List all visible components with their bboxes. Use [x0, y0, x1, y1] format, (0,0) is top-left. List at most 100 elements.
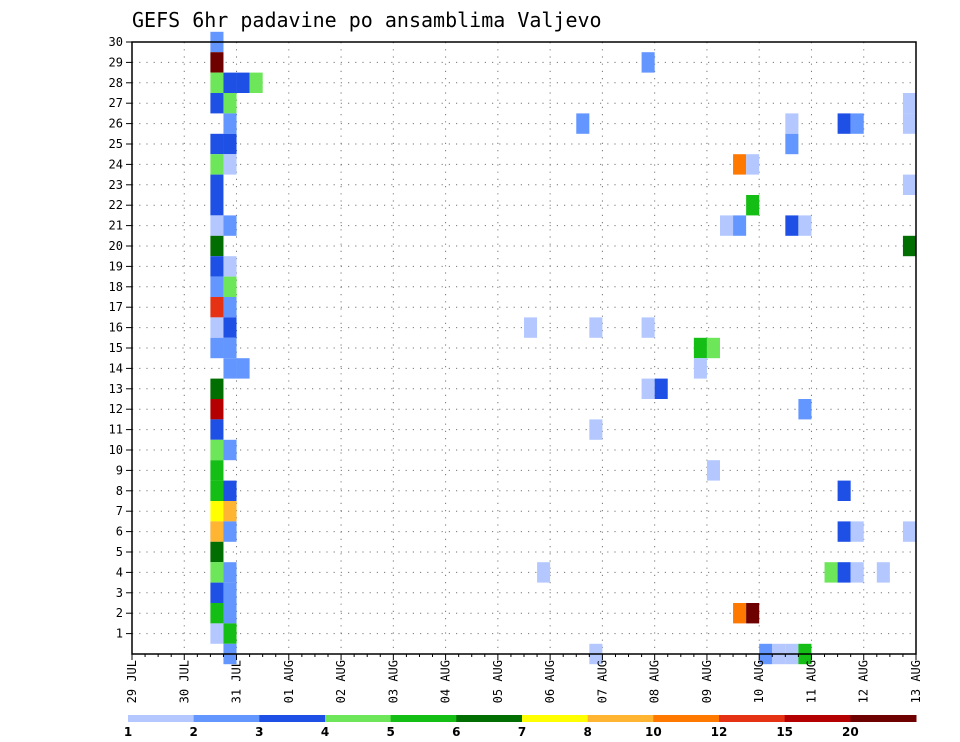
colorbar-swatch — [259, 715, 326, 722]
precip-cell — [210, 317, 224, 338]
precip-cell — [654, 378, 668, 399]
x-tick-label: 08 AUG — [648, 660, 662, 703]
precip-cell — [210, 623, 224, 644]
precip-cell — [223, 521, 237, 542]
x-tick-label: 30 JUL — [177, 660, 191, 703]
precip-cell — [837, 480, 851, 501]
precip-cell — [641, 52, 655, 73]
precip-cell — [785, 113, 799, 134]
precip-cell — [210, 174, 224, 195]
precip-cell — [223, 480, 237, 501]
colorbar-label: 3 — [255, 725, 263, 739]
y-tick-label: 4 — [116, 565, 123, 579]
precip-cell — [902, 174, 916, 195]
precip-cell — [902, 235, 916, 257]
y-tick-label: 21 — [109, 219, 123, 233]
y-tick-label: 16 — [109, 321, 123, 335]
y-axis: 1234567891011121314151617181920212223242… — [109, 35, 132, 641]
precip-cell — [524, 317, 538, 338]
precip-cell — [210, 501, 224, 522]
precip-cell — [223, 501, 237, 522]
colorbar-label: 2 — [189, 725, 197, 739]
precip-cell — [902, 93, 916, 114]
y-tick-label: 17 — [109, 300, 123, 314]
precip-cell — [746, 603, 760, 624]
precip-cell — [693, 337, 707, 359]
precip-cell — [210, 460, 224, 481]
y-tick-label: 3 — [116, 586, 123, 600]
precip-cell — [210, 133, 224, 155]
x-tick-label: 06 AUG — [543, 660, 557, 703]
x-tick-label: 04 AUG — [439, 660, 453, 703]
x-tick-label: 13 AUG — [909, 660, 923, 703]
precip-cell — [733, 603, 747, 624]
colorbar-swatch — [784, 715, 851, 722]
precip-cell — [223, 439, 237, 461]
precip-cell — [902, 521, 916, 542]
precip-cell — [210, 72, 224, 93]
y-tick-label: 19 — [109, 259, 123, 273]
colorbar-swatch — [850, 715, 917, 722]
precip-cell — [537, 562, 551, 583]
y-tick-label: 15 — [109, 341, 123, 355]
y-tick-label: 6 — [116, 525, 123, 539]
precip-cell — [249, 72, 263, 93]
precip-cell — [837, 521, 851, 542]
y-tick-label: 11 — [109, 423, 123, 437]
colorbar-label: 20 — [842, 725, 859, 739]
precip-cell — [733, 154, 747, 175]
precip-cell — [223, 276, 237, 297]
plot-frame — [131, 41, 917, 655]
precip-cell — [223, 337, 237, 359]
precip-cell — [223, 133, 237, 155]
colorbar-swatch — [456, 715, 523, 722]
precip-cell — [223, 297, 237, 318]
y-tick-label: 12 — [109, 402, 123, 416]
precip-cell — [210, 256, 224, 277]
grid-lines — [132, 41, 916, 654]
precip-cell — [210, 276, 224, 297]
precip-cell — [837, 113, 851, 134]
y-tick-label: 2 — [116, 606, 123, 620]
precip-cell — [693, 358, 707, 379]
x-tick-label: 10 AUG — [752, 660, 766, 703]
y-tick-label: 9 — [116, 463, 123, 477]
y-tick-label: 14 — [109, 361, 123, 375]
precip-cell — [902, 113, 916, 134]
precip-cell — [210, 195, 224, 216]
colorbar-label: 6 — [452, 725, 460, 739]
y-tick-label: 24 — [109, 157, 123, 171]
precip-cell — [210, 154, 224, 175]
precip-cell — [210, 93, 224, 114]
x-tick-label: 29 JUL — [125, 660, 139, 703]
precip-cell — [850, 521, 864, 542]
precip-cell — [210, 562, 224, 583]
precip-cell — [210, 297, 224, 318]
x-tick-label: 03 AUG — [386, 660, 400, 703]
precip-cell — [210, 480, 224, 501]
precip-cell — [706, 337, 720, 359]
y-tick-label: 30 — [109, 35, 123, 49]
y-tick-label: 20 — [109, 239, 123, 253]
precip-cell — [876, 562, 890, 583]
x-tick-label: 09 AUG — [700, 660, 714, 703]
colorbar-label: 12 — [711, 725, 728, 739]
precip-cell — [798, 215, 812, 236]
precip-cell — [746, 195, 760, 216]
y-tick-label: 18 — [109, 280, 123, 294]
colorbar-label: 15 — [776, 725, 793, 739]
x-tick-label: 12 AUG — [857, 660, 871, 703]
precip-cell — [576, 113, 590, 134]
precip-cell — [850, 113, 864, 134]
precip-cell — [733, 215, 747, 236]
precip-cell — [210, 419, 224, 440]
precip-cell — [223, 113, 237, 134]
precip-cell — [720, 215, 734, 236]
colorbar-swatch — [193, 715, 260, 722]
y-tick-label: 26 — [109, 117, 123, 131]
precip-cell — [210, 378, 224, 399]
precip-cell — [210, 215, 224, 236]
colorbar-swatch — [390, 715, 457, 722]
precip-cell — [641, 317, 655, 338]
